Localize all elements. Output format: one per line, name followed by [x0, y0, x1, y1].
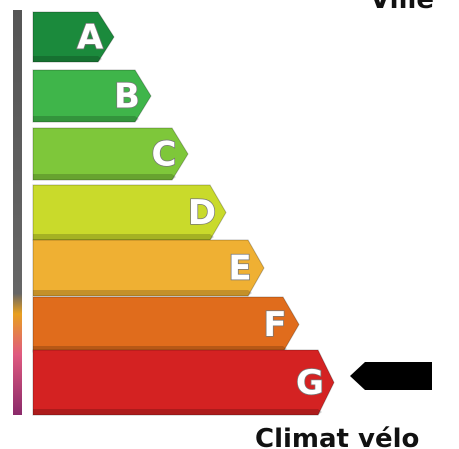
bar-shade [33, 409, 322, 415]
class-letter: C [152, 135, 177, 175]
page: Ville ABCDEFG Climat vélo (() => { const… [0, 0, 459, 449]
class-letter: B [114, 77, 140, 117]
bar-shade [33, 116, 139, 122]
footer-label: Climat vélo [255, 424, 419, 449]
class-letter: F [263, 305, 286, 345]
class-bar [33, 350, 334, 415]
class-bar [33, 297, 299, 352]
bar-shade [33, 174, 176, 180]
class-letter: G [296, 363, 324, 403]
bar-shade [33, 290, 252, 296]
class-letter: E [228, 249, 251, 289]
class-letter: D [188, 193, 216, 233]
indicator-arrow [350, 362, 432, 390]
scale-bar [13, 10, 22, 415]
class-letter: A [77, 18, 104, 58]
bar-shade [33, 234, 214, 240]
title: Ville [370, 0, 434, 15]
energy-label: Ville ABCDEFG Climat vélo [0, 0, 459, 449]
